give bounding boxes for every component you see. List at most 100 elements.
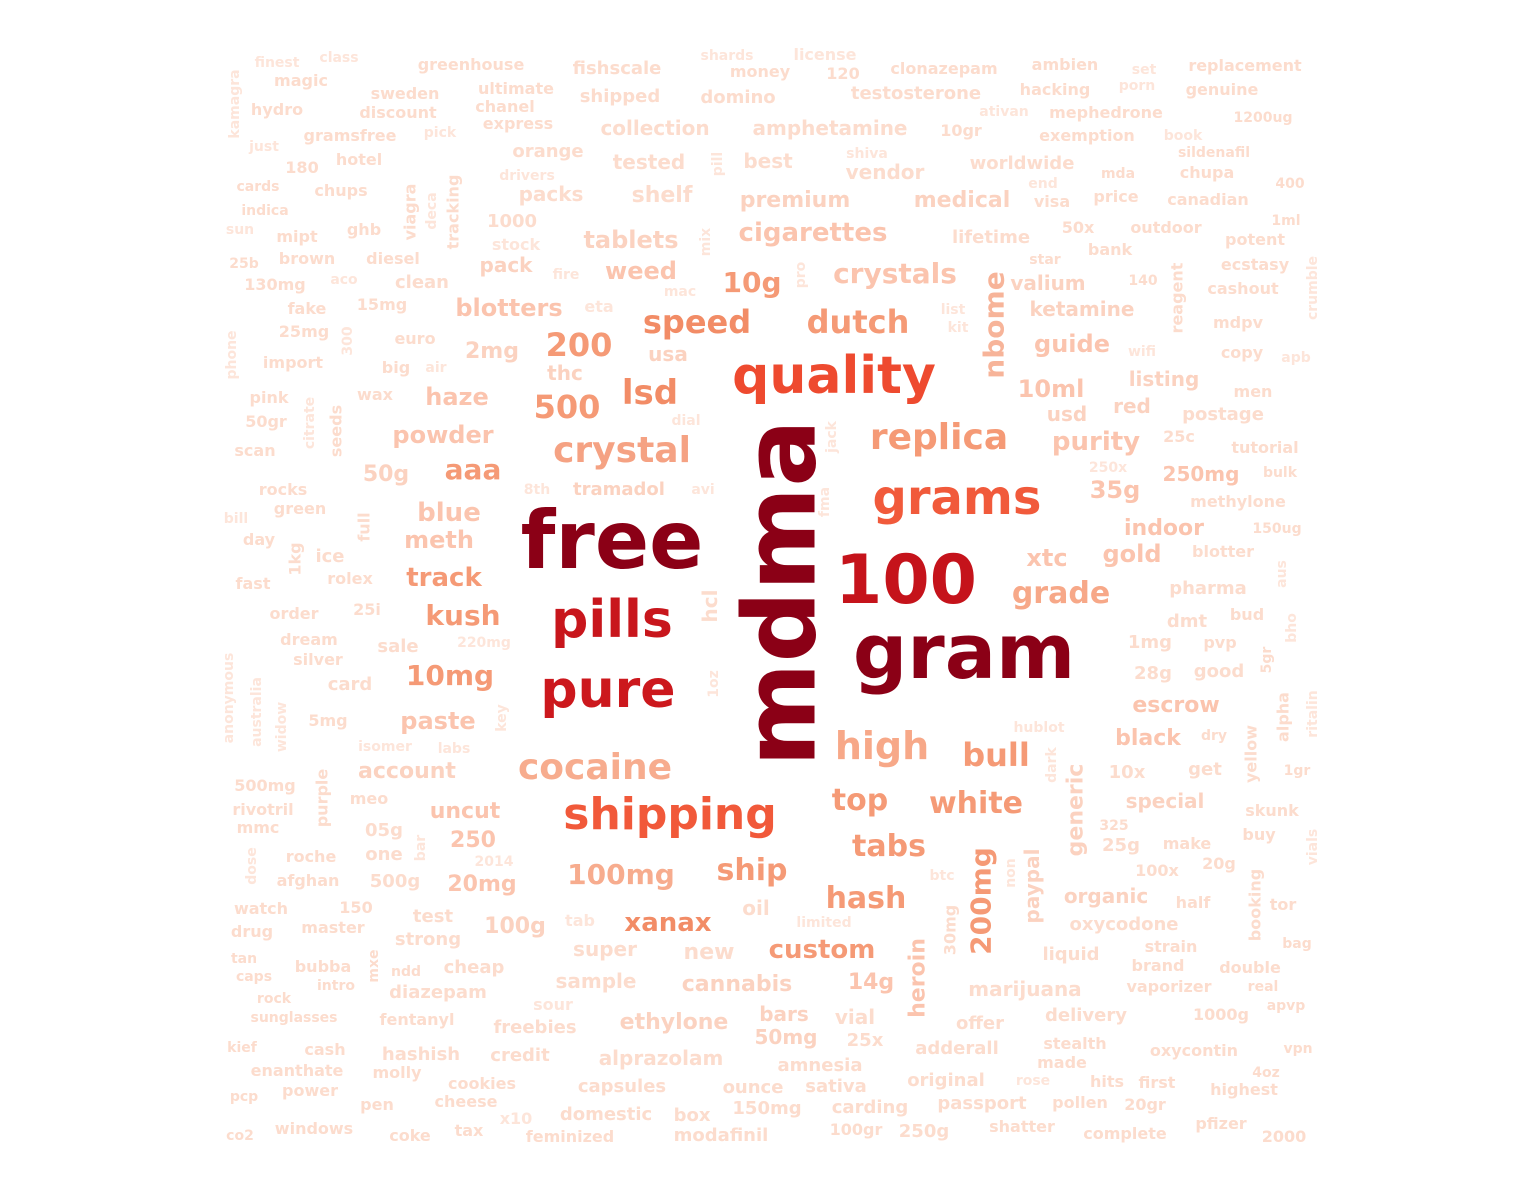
- cloud-word: mmc: [237, 818, 280, 837]
- cloud-word: day: [243, 530, 276, 549]
- cloud-word: hotel: [336, 150, 382, 169]
- cloud-word: sun: [226, 222, 254, 238]
- cloud-word: thc: [547, 361, 583, 385]
- cloud-word: double: [1219, 958, 1281, 977]
- cloud-word: avi: [691, 482, 714, 498]
- cloud-word: hydro: [251, 100, 303, 119]
- cloud-word: 50gr: [245, 412, 287, 431]
- cloud-word: test: [413, 906, 454, 927]
- cloud-word: wifi: [1128, 344, 1156, 360]
- cloud-word: outdoor: [1130, 218, 1201, 237]
- cloud-word: mipt: [276, 227, 318, 246]
- cloud-word: yellow: [1242, 725, 1261, 783]
- cloud-word: cannabis: [682, 972, 792, 997]
- cloud-word: bank: [1088, 240, 1133, 259]
- cloud-word: carding: [832, 1097, 908, 1118]
- cloud-word: 25i: [353, 600, 381, 619]
- cloud-word: tested: [613, 150, 685, 174]
- cloud-word: 150mg: [732, 1098, 801, 1119]
- cloud-word: eta: [584, 297, 613, 316]
- cloud-word: 20mg: [447, 872, 516, 897]
- cloud-word: weed: [605, 257, 677, 285]
- cloud-word: powder: [392, 421, 493, 449]
- cloud-word: 10gr: [940, 121, 982, 140]
- cloud-word: dream: [280, 630, 338, 649]
- cloud-word: heroin: [906, 938, 931, 1018]
- cloud-word: dry: [1201, 728, 1227, 744]
- cloud-word: bulk: [1263, 465, 1298, 481]
- cloud-word: ice: [315, 546, 344, 567]
- cloud-word: ndd: [391, 964, 421, 980]
- cloud-word: indoor: [1124, 516, 1204, 541]
- cloud-word: 250mg: [1163, 462, 1240, 486]
- cloud-word: deca: [424, 192, 440, 229]
- cloud-word: coke: [389, 1126, 431, 1145]
- cloud-word: replica: [870, 417, 1008, 458]
- cloud-word: class: [319, 50, 358, 66]
- cloud-word: best: [743, 149, 793, 173]
- cloud-word: amnesia: [778, 1055, 863, 1076]
- cloud-word: pvp: [1203, 633, 1236, 652]
- cloud-word: 50g: [363, 462, 409, 487]
- cloud-word: 5gr: [1259, 647, 1275, 674]
- cloud-word: 10ml: [1018, 375, 1085, 403]
- cloud-word: key: [494, 704, 510, 732]
- cloud-word: packs: [519, 182, 584, 206]
- cloud-word: ketamine: [1030, 297, 1135, 321]
- cloud-word: fire: [553, 267, 580, 283]
- cloud-word: license: [793, 45, 856, 64]
- cloud-word: rivotril: [232, 800, 293, 819]
- cloud-word: xtc: [1026, 544, 1067, 572]
- cloud-word: paypal: [1020, 849, 1044, 924]
- cloud-word: tramadol: [573, 479, 665, 500]
- cloud-word: enanthate: [251, 1061, 344, 1080]
- cloud-word: 325: [1099, 818, 1128, 834]
- cloud-word: valium: [1010, 271, 1085, 295]
- cloud-word: 150ug: [1252, 521, 1301, 537]
- cloud-word: apb: [1281, 350, 1311, 366]
- cloud-word: dutch: [807, 303, 910, 341]
- cloud-word: dark: [1044, 746, 1060, 782]
- cloud-word: 20gr: [1124, 1095, 1166, 1114]
- cloud-word: bar: [413, 835, 429, 861]
- cloud-word: intro: [317, 978, 355, 994]
- cloud-word: gramsfree: [304, 126, 397, 145]
- cloud-word: shipped: [580, 86, 661, 107]
- cloud-word: made: [1037, 1053, 1087, 1072]
- cloud-word: white: [929, 786, 1023, 821]
- cloud-word: 100gr: [830, 1120, 883, 1139]
- cloud-word: citrate: [302, 397, 318, 449]
- cloud-word: genuine: [1186, 80, 1259, 99]
- cloud-word: btc: [929, 868, 954, 884]
- cloud-word: stealth: [1043, 1034, 1106, 1053]
- cloud-word: amphetamine: [752, 116, 907, 140]
- cloud-word: 10mg: [406, 659, 494, 692]
- cloud-word: credit: [490, 1045, 550, 1066]
- cloud-word: hcl: [698, 590, 722, 623]
- cloud-word: 1kg: [286, 542, 305, 575]
- cloud-word: escrow: [1132, 693, 1219, 718]
- cloud-word: 10g: [722, 266, 781, 299]
- cloud-word: vial: [835, 1005, 875, 1029]
- cloud-word: 250: [450, 828, 496, 853]
- cloud-word: pcp: [230, 1089, 258, 1105]
- cloud-word: rolex: [327, 569, 373, 588]
- cloud-word: usa: [648, 342, 688, 366]
- cloud-word: visa: [1034, 192, 1070, 211]
- cloud-word: exemption: [1039, 126, 1135, 145]
- cloud-word: co2: [226, 1128, 254, 1144]
- cloud-word: master: [301, 918, 364, 937]
- cloud-word: freebies: [493, 1017, 576, 1038]
- cloud-word: paste: [400, 707, 475, 735]
- cloud-word: cookies: [448, 1074, 516, 1093]
- cloud-word: stock: [492, 235, 541, 254]
- cloud-word: good: [1194, 661, 1245, 682]
- cloud-word: bars: [759, 1002, 809, 1026]
- cloud-word: indica: [241, 203, 288, 219]
- cloud-word: lsd: [622, 373, 678, 413]
- cloud-word: liquid: [1042, 944, 1099, 965]
- cloud-word: oxycodone: [1069, 914, 1178, 935]
- cloud-word: 250x: [1089, 460, 1127, 476]
- cloud-word: men: [1234, 382, 1273, 401]
- cloud-word: viagra: [401, 184, 420, 241]
